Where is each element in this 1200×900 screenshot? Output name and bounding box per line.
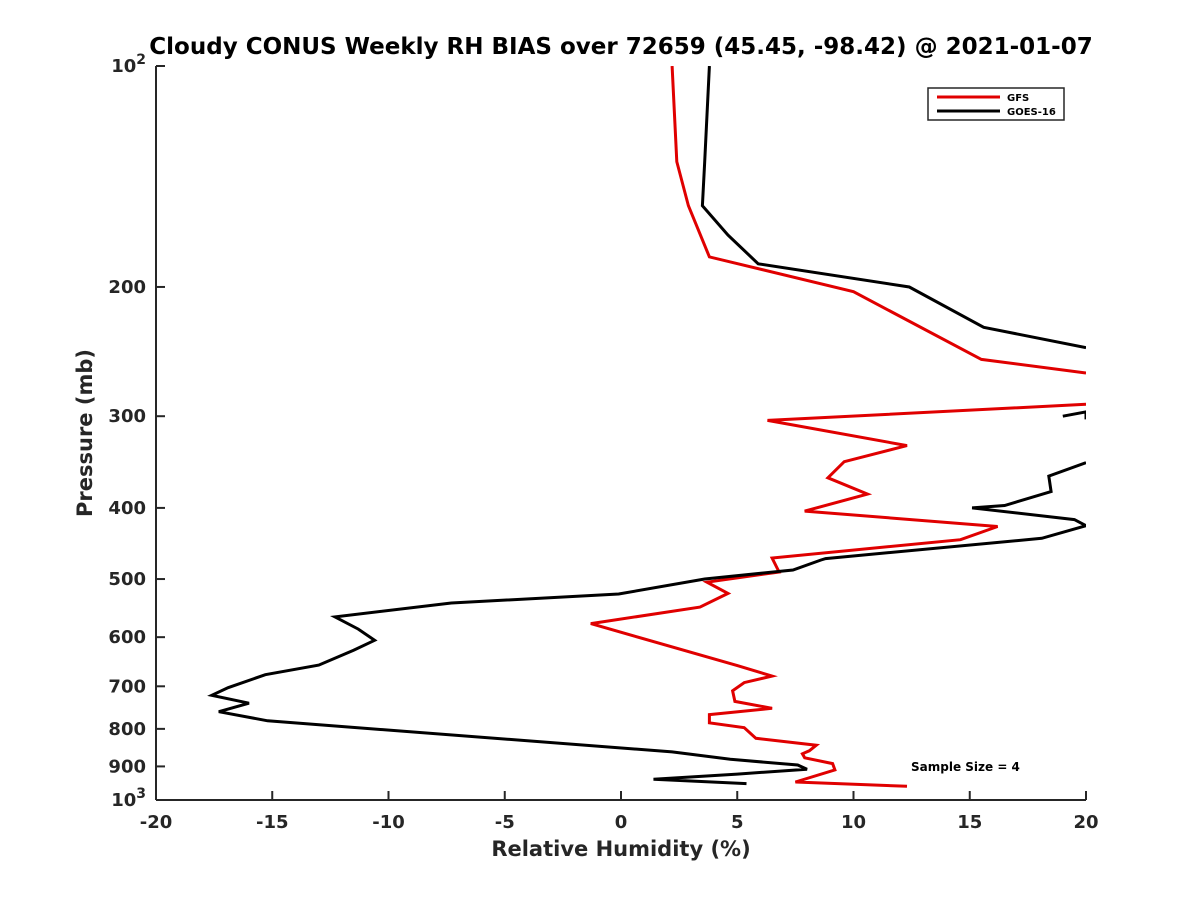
y-tick-label: 300 <box>108 406 146 427</box>
y-tick-label: 400 <box>108 498 146 519</box>
series-line-goes-16-2 <box>207 461 1086 786</box>
x-axis-ticks: -20 -15 -10 -5 0 5 10 15 20 <box>140 791 1099 833</box>
series-line-gfs-1 <box>590 402 1086 788</box>
plot-lines <box>207 66 1086 788</box>
series-line-goes-16-1 <box>1062 410 1086 420</box>
y-tick-label: 102 <box>111 52 146 77</box>
x-tick-label: 10 <box>841 812 866 833</box>
x-tick-label: 15 <box>957 812 982 833</box>
y-tick-label: 900 <box>108 756 146 777</box>
y-tick-label: 700 <box>108 676 146 697</box>
x-tick-label: 20 <box>1073 812 1098 833</box>
legend-box <box>927 87 1065 121</box>
series-line-goes-16-0 <box>700 66 1086 350</box>
y-axis-label: Pressure (mb) <box>73 349 97 517</box>
y-tick-label: 103 <box>111 786 146 811</box>
x-tick-label: -20 <box>140 812 173 833</box>
sample-size-annotation: Sample Size = 4 <box>911 760 1020 774</box>
y-tick-label: 800 <box>108 719 146 740</box>
x-tick-label: -15 <box>256 812 289 833</box>
axes <box>155 66 1086 801</box>
series-line-gfs-0 <box>670 66 1086 375</box>
legend: GFS GOES-16 <box>927 87 1065 121</box>
y-tick-label: 600 <box>108 627 146 648</box>
x-axis-label: Relative Humidity (%) <box>491 837 750 861</box>
x-tick-label: -5 <box>495 812 515 833</box>
y-axis-ticks: 102 200 300 400 500 600 700 800 900 103 <box>108 52 165 811</box>
y-tick-label: 200 <box>108 277 146 298</box>
x-tick-label: 0 <box>615 812 628 833</box>
y-tick-label: 500 <box>108 569 146 590</box>
legend-label: GFS <box>1007 93 1029 104</box>
x-tick-label: -10 <box>372 812 405 833</box>
chart-title: Cloudy CONUS Weekly RH BIAS over 72659 (… <box>149 34 1092 60</box>
legend-label: GOES-16 <box>1007 107 1056 118</box>
x-tick-label: 5 <box>731 812 744 833</box>
